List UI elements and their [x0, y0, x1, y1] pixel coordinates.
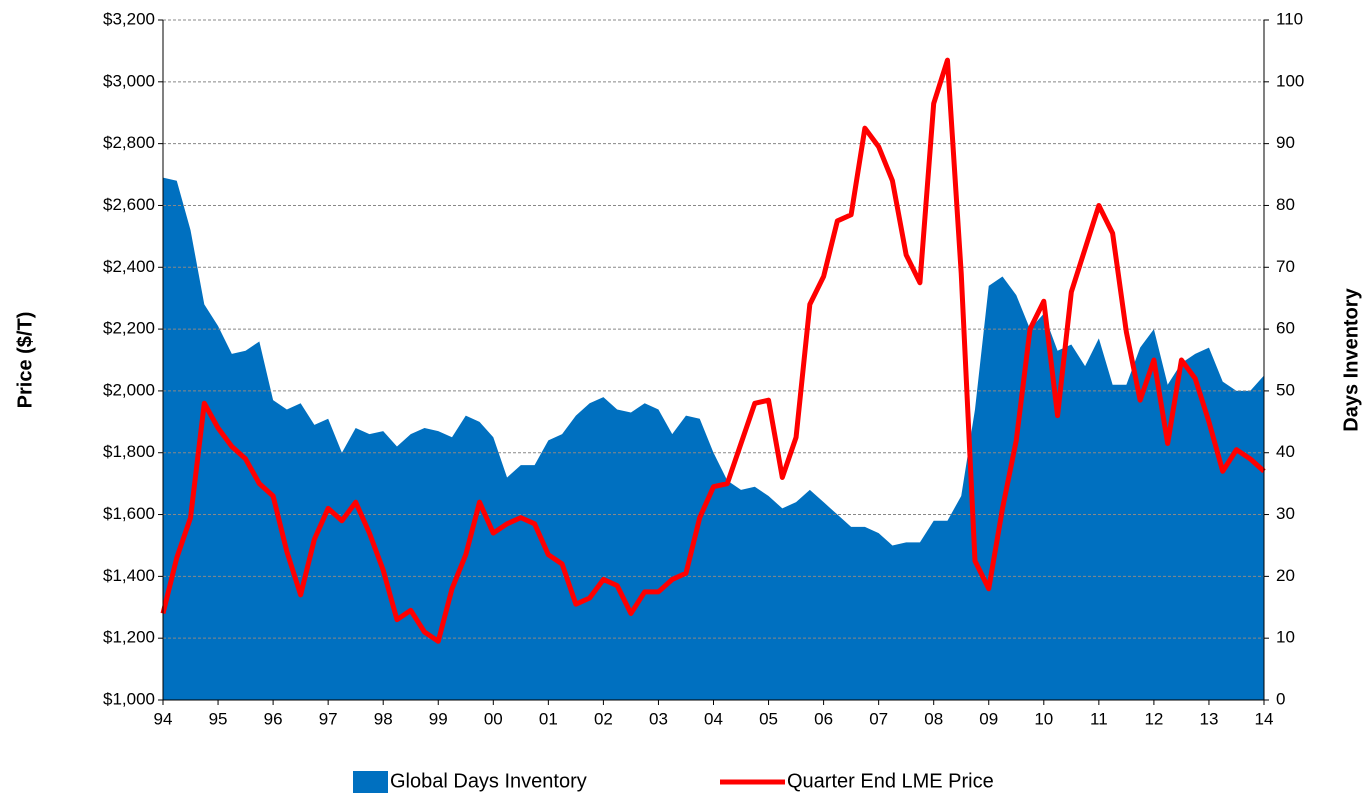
x-tick-label: 97	[319, 709, 338, 728]
y2-tick-label: 20	[1276, 566, 1295, 585]
x-tick-label: 14	[1255, 709, 1274, 728]
x-tick-label: 95	[209, 709, 228, 728]
y2-tick-label: 10	[1276, 628, 1295, 647]
x-tick-label: 05	[759, 709, 778, 728]
y-tick-label: $3,200	[103, 9, 155, 28]
x-tick-label: 98	[374, 709, 393, 728]
x-tick-label: 00	[484, 709, 503, 728]
y-tick-label: $2,600	[103, 195, 155, 214]
y-axis-title: Price ($/T)	[14, 312, 36, 409]
y-tick-label: $1,000	[103, 689, 155, 708]
y2-tick-label: 50	[1276, 380, 1295, 399]
x-tick-label: 01	[539, 709, 558, 728]
x-tick-label: 03	[649, 709, 668, 728]
y2-tick-label: 110	[1276, 9, 1303, 28]
x-tick-label: 99	[429, 709, 448, 728]
x-tick-label: 13	[1199, 709, 1218, 728]
x-tick-label: 04	[704, 709, 723, 728]
y-tick-label: $3,000	[103, 71, 155, 90]
area	[163, 177, 1264, 701]
y-tick-label: $2,200	[103, 319, 155, 338]
x-tick-label: 10	[1034, 709, 1053, 728]
y2-tick-label: 0	[1276, 689, 1285, 708]
y2-tick-label: 60	[1276, 319, 1295, 338]
y2-tick-label: 100	[1276, 71, 1304, 90]
x-tick-label: 06	[814, 709, 833, 728]
y2-tick-label: 40	[1276, 442, 1295, 461]
x-tick-label: 02	[594, 709, 613, 728]
line	[160, 57, 1266, 644]
x-tick-label: 07	[869, 709, 888, 728]
y2-tick-label: 30	[1276, 504, 1295, 523]
y-tick-label: $1,400	[103, 566, 155, 585]
y-tick-label: $2,800	[103, 133, 155, 152]
y-tick-label: $1,200	[103, 628, 155, 647]
x-tick-label: 08	[924, 709, 943, 728]
legend-label: Global Days Inventory	[390, 770, 587, 792]
x-tick-label: 09	[979, 709, 998, 728]
y2-tick-label: 80	[1276, 195, 1295, 214]
x-tick-label: 12	[1144, 709, 1163, 728]
y2-tick-label: 90	[1276, 133, 1295, 152]
y-tick-label: $2,400	[103, 257, 155, 276]
y2-tick-label: 70	[1276, 257, 1295, 276]
x-tick-label: 96	[264, 709, 283, 728]
y-tick-label: $1,600	[103, 504, 155, 523]
legend-swatch	[353, 771, 388, 793]
legend-label: Quarter End LME Price	[787, 770, 994, 792]
x-tick-label: 11	[1090, 709, 1108, 728]
x-tick-label: 94	[154, 709, 173, 728]
y2-axis-title: Days Inventory	[1340, 287, 1362, 431]
y-tick-label: $1,800	[103, 442, 155, 461]
y-tick-label: $2,000	[103, 380, 155, 399]
